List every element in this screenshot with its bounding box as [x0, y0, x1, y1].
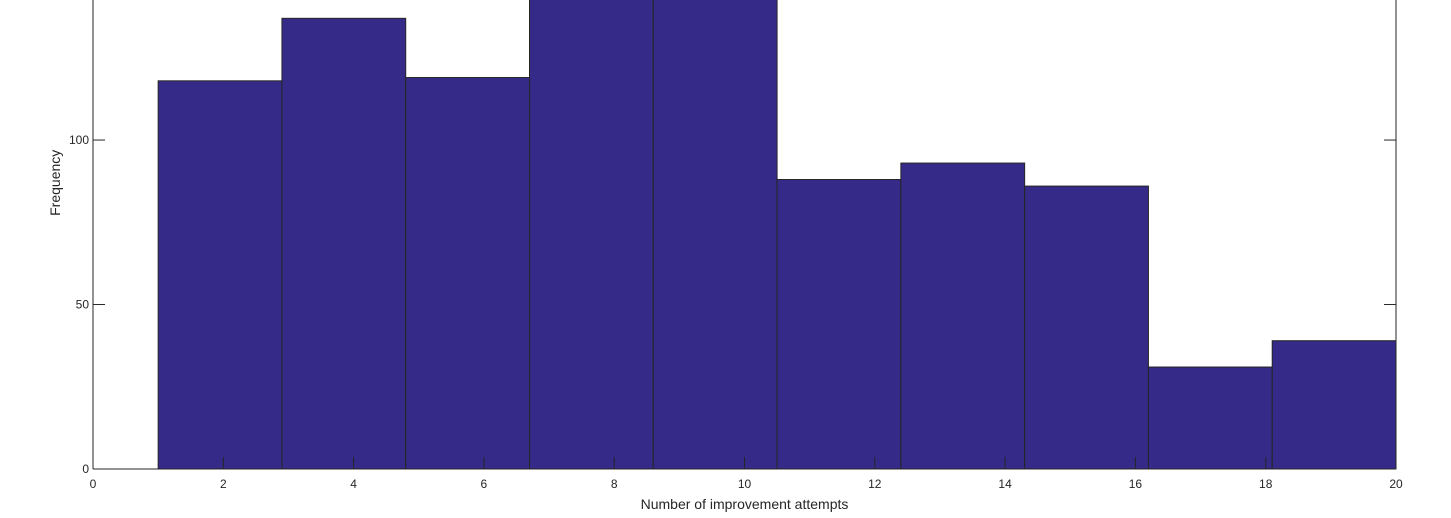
- x-tick-label: 4: [350, 477, 357, 491]
- y-tick-label: 100: [69, 133, 89, 147]
- histogram-bar: [529, 0, 654, 470]
- y-tick-label: 0: [82, 462, 89, 476]
- histogram-bar: [1147, 366, 1273, 470]
- x-tick-label: 20: [1389, 477, 1403, 491]
- histogram-bar: [652, 0, 778, 470]
- histogram-bar: [405, 77, 531, 470]
- histogram-bar: [1271, 340, 1397, 470]
- x-tick-label: 8: [611, 477, 618, 491]
- y-tick-label: 50: [76, 298, 90, 312]
- x-tick-label: 12: [868, 477, 882, 491]
- histogram-bar: [776, 179, 902, 470]
- bars-layer: [157, 0, 1397, 470]
- x-tick-label: 0: [90, 477, 97, 491]
- y-axis-label: Frequency: [47, 150, 63, 216]
- x-tick-label: 14: [998, 477, 1012, 491]
- histogram-bar: [900, 162, 1026, 470]
- x-tick-label: 18: [1259, 477, 1273, 491]
- ticks-layer: 0 2 4 6 8 10 12 14 16 18 20 0 50 100: [69, 133, 1403, 491]
- histogram-bar: [157, 80, 283, 470]
- x-tick-label: 2: [220, 477, 227, 491]
- x-tick-label: 10: [738, 477, 752, 491]
- histogram-bar: [281, 17, 407, 470]
- x-tick-label: 16: [1129, 477, 1143, 491]
- histogram-bar: [1024, 185, 1149, 470]
- x-axis-label: Number of improvement attempts: [641, 496, 849, 512]
- x-tick-label: 6: [481, 477, 488, 491]
